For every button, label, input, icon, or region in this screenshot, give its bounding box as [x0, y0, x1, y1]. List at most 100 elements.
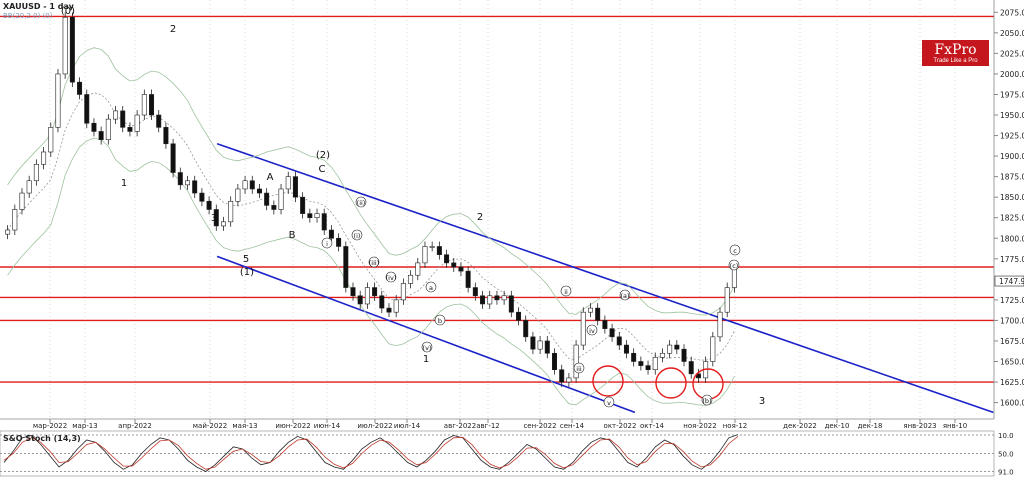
- time-axis: мар-2022 мар-13 апр-2022 май-2022 мая-13 июн-…: [0, 418, 994, 430]
- candle-body: [616, 336, 622, 346]
- time-tick-label: май-2022: [193, 422, 227, 430]
- price-tick-label: 1825.00: [1000, 214, 1024, 223]
- candle-body: [26, 180, 32, 194]
- wave-label: v: [607, 399, 611, 407]
- candle-body: [350, 287, 356, 297]
- wave-label: (i): [354, 232, 361, 240]
- candle-body: [19, 192, 25, 210]
- time-tick-label: июл-14: [394, 422, 421, 430]
- wave-label: (1): [240, 267, 254, 278]
- wave-label: (a): [620, 292, 629, 300]
- candle-body: [77, 81, 83, 95]
- time-tick-label: окт-2022: [604, 422, 637, 430]
- channel-line-upper: [216, 143, 994, 414]
- candle-body: [113, 110, 119, 120]
- wave-label: 2: [477, 212, 483, 223]
- symbol-title: XAUUSD - 1 day: [3, 2, 74, 11]
- time-tick-label: янв-2023: [903, 422, 936, 430]
- wave-label-ring: [603, 396, 615, 408]
- candle-body: [328, 229, 334, 239]
- candle-body: [264, 192, 270, 206]
- time-tick-label: авг-12: [476, 422, 500, 430]
- price-tick-label: 2000.00: [1000, 70, 1024, 79]
- wave-label-ring: [434, 314, 446, 326]
- candle-body: [530, 336, 536, 350]
- price-tick-label: 1900.00: [1000, 152, 1024, 161]
- candle-body: [444, 254, 450, 264]
- wave-label: 3: [759, 396, 765, 407]
- candle-body: [695, 373, 701, 379]
- candle-body: [595, 307, 601, 321]
- candle-body: [141, 94, 147, 116]
- wave-label: A: [267, 172, 274, 183]
- price-tick-label: 2025.00: [1000, 49, 1024, 58]
- candle-body: [55, 73, 61, 128]
- stochastic-title: S&O Stoch (14,3): [3, 434, 81, 443]
- logo-tagline: Trade Like a Pro: [933, 58, 978, 64]
- candle-body: [249, 180, 255, 190]
- wave-label-ring: [586, 324, 598, 336]
- wave-label: ii: [564, 288, 568, 296]
- candle-body: [372, 287, 378, 297]
- price-tick-label: 1925.00: [1000, 132, 1024, 141]
- candle-body: [587, 307, 593, 313]
- stoch-level-label: 10.0: [998, 432, 1014, 440]
- candle-body: [681, 348, 687, 362]
- time-tick-label: ноя-12: [723, 422, 748, 430]
- candle-body: [480, 295, 486, 305]
- candle-body: [357, 295, 363, 305]
- price-tick-label: 1725.00: [1000, 296, 1024, 305]
- time-tick-label: дек-18: [858, 422, 883, 430]
- candle-body: [487, 295, 493, 305]
- wave-label: 1: [121, 178, 127, 189]
- wave-label-ring: [321, 237, 333, 249]
- candle-body: [415, 262, 421, 276]
- price-tick-label: 1700.00: [1000, 316, 1024, 325]
- wave-label-ring: [351, 229, 363, 241]
- candle-body: [105, 118, 111, 140]
- candle-body: [609, 328, 615, 338]
- channel-line-lower: [216, 255, 636, 414]
- wave-label: 1: [423, 354, 429, 365]
- candle-body: [364, 287, 370, 305]
- wave-label: 5: [243, 254, 249, 265]
- candle-body: [710, 336, 716, 362]
- candle-body: [62, 16, 68, 75]
- candle-body: [623, 344, 629, 354]
- candle-body: [134, 114, 140, 132]
- candle-body: [278, 188, 284, 210]
- wave-label: (v): [423, 344, 432, 352]
- candle-body: [163, 127, 169, 145]
- candle-body: [508, 295, 514, 313]
- price-tick-label: 1875.00: [1000, 173, 1024, 182]
- wave-label: iv: [589, 327, 595, 335]
- price-tick-label: 1850.00: [1000, 193, 1024, 202]
- price-tick-label: 1975.00: [1000, 90, 1024, 99]
- time-tick-label: мар-2022: [33, 422, 67, 430]
- time-tick-label: мар-13: [72, 422, 97, 430]
- candle-body: [645, 365, 651, 371]
- candle-body: [84, 94, 90, 124]
- candle-body: [659, 352, 665, 358]
- circled-low: [592, 365, 624, 397]
- candle-body: [717, 311, 723, 338]
- candle-body: [436, 246, 442, 255]
- candle-body: [429, 246, 435, 248]
- wave-label-ring: [560, 285, 572, 297]
- candle-body: [523, 320, 529, 338]
- time-tick-label: июн-14: [314, 422, 341, 430]
- wave-label-ring: [385, 271, 397, 283]
- price-tick-label: 1775.00: [1000, 255, 1024, 264]
- candle-body: [321, 213, 327, 231]
- wave-label-ring: [368, 256, 380, 268]
- candle-body: [494, 295, 500, 301]
- candle-body: [41, 151, 47, 165]
- time-tick-label: сен-14: [560, 422, 585, 430]
- candle-body: [69, 16, 75, 83]
- time-tick-label: янв-10: [943, 422, 967, 430]
- wave-label-ring: [355, 196, 367, 208]
- wave-label: iii: [576, 365, 582, 373]
- time-tick-label: дек-10: [825, 422, 850, 430]
- price-tick-label: 1625.00: [1000, 378, 1024, 387]
- time-tick-label: авг-2022: [444, 422, 476, 430]
